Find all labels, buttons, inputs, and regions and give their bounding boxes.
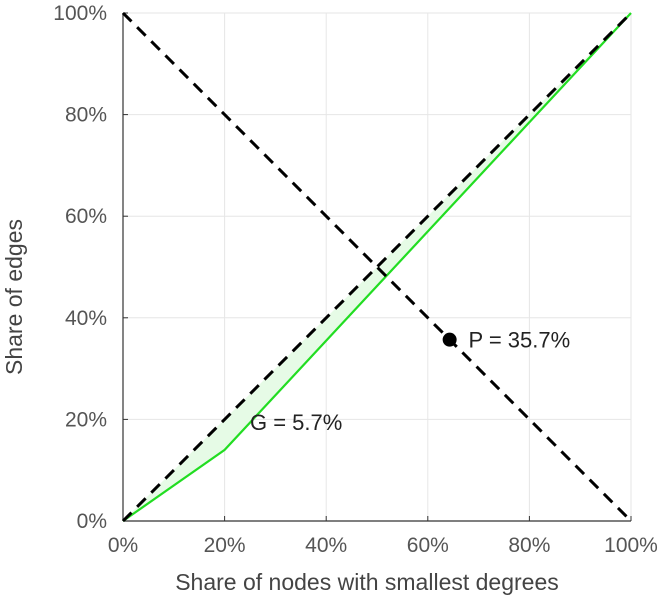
inequality-area — [123, 13, 631, 521]
x-tick-label: 40% — [305, 534, 347, 557]
annotations: P = 35.7% G = 5.7% — [250, 328, 570, 435]
x-axis-label: Share of nodes with smallest degrees — [175, 569, 559, 595]
p-annotation: P = 35.7% — [468, 328, 570, 353]
y-axis-label: Share of edges — [1, 219, 27, 375]
x-tick-label: 0% — [108, 534, 138, 557]
lorenz-curve-line — [122, 12, 632, 522]
p-point-marker — [442, 332, 457, 347]
grid — [122, 12, 632, 522]
y-tick-label: 40% — [65, 307, 107, 330]
y-tick-label: 20% — [65, 408, 107, 431]
y-tick-label: 0% — [77, 510, 107, 533]
x-tick-label: 60% — [407, 534, 449, 557]
y-tick-labels: 0% 20% 40% 60% 80% 100% — [53, 2, 107, 533]
axes — [122, 12, 632, 522]
x-tick-label: 100% — [604, 534, 658, 557]
y-tick-label: 100% — [53, 2, 107, 25]
y-tick-label: 80% — [65, 104, 107, 127]
x-tick-label: 80% — [508, 534, 550, 557]
x-tick-label: 20% — [204, 534, 246, 557]
y-tick-label: 60% — [65, 205, 107, 228]
x-tick-labels: 0% 20% 40% 60% 80% 100% — [108, 534, 658, 557]
g-annotation: G = 5.7% — [250, 410, 342, 435]
